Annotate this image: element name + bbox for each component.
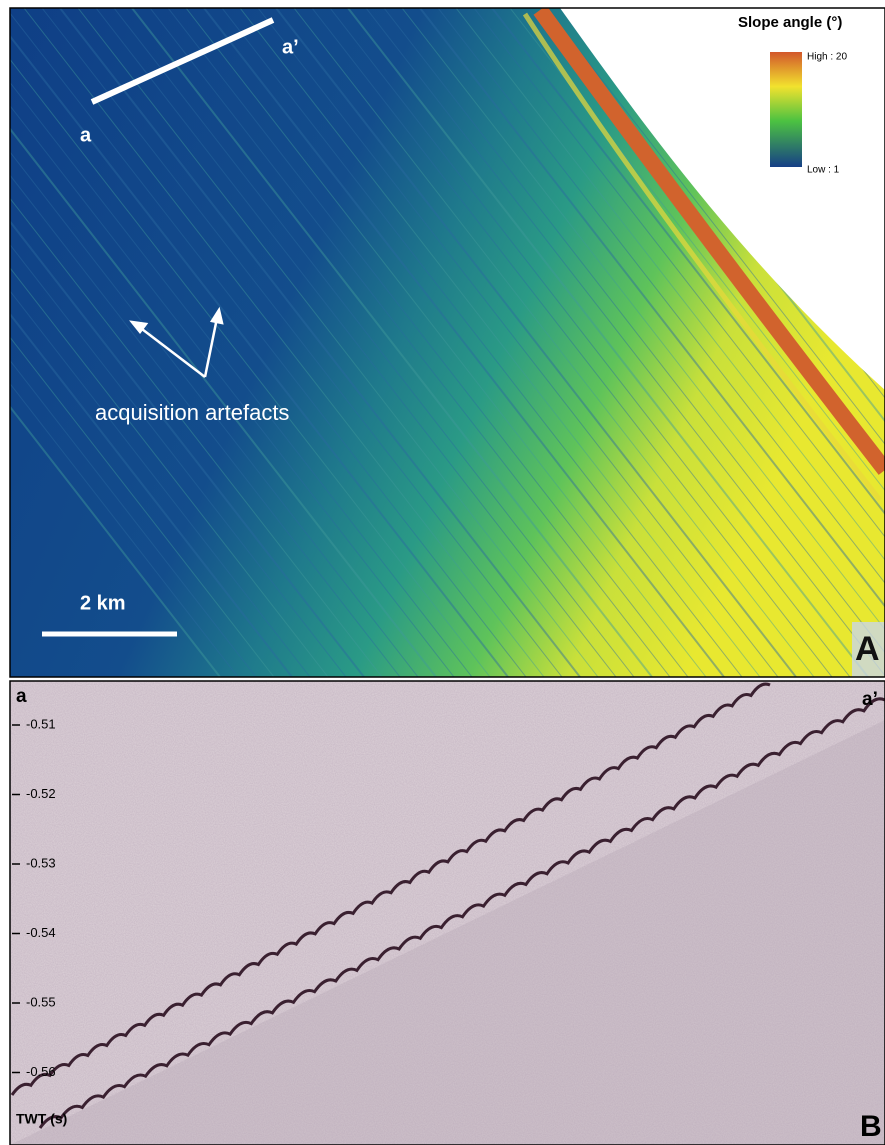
tick-label: -0.56 xyxy=(26,1064,56,1079)
legend-colorbar xyxy=(770,52,802,167)
profile-end: a’ xyxy=(282,36,299,58)
panel-b: -0.51 -0.52 -0.53 -0.54 -0.55 -0.56 a a’ TWT … xyxy=(10,681,885,1145)
tick-label: -0.54 xyxy=(26,925,56,940)
legend-high: High : 20 xyxy=(807,52,847,63)
profile-end-b: a’ xyxy=(862,689,878,710)
tick-label: -0.51 xyxy=(26,716,56,731)
panel-label: A xyxy=(855,630,880,668)
profile-start-b: a xyxy=(16,686,27,707)
tick-label: -0.52 xyxy=(26,786,56,801)
profile-start: a xyxy=(80,124,92,146)
panel-label-b: B xyxy=(860,1110,882,1143)
legend-low: Low : 1 xyxy=(807,165,840,176)
scale-bar-label: 2 km xyxy=(80,592,126,614)
legend-title: Slope angle (°) xyxy=(738,14,842,31)
axis-label: TWT (s) xyxy=(16,1111,67,1127)
tick-label: -0.55 xyxy=(26,994,56,1009)
tick-label: -0.53 xyxy=(26,855,56,870)
annotation: acquisition artefacts xyxy=(95,400,289,425)
figure: Slope angle (°) High : 20 Low : 1 a a’ a… xyxy=(0,0,885,1145)
panel-a: Slope angle (°) High : 20 Low : 1 a a’ a… xyxy=(0,8,885,677)
legend-box xyxy=(735,8,885,188)
